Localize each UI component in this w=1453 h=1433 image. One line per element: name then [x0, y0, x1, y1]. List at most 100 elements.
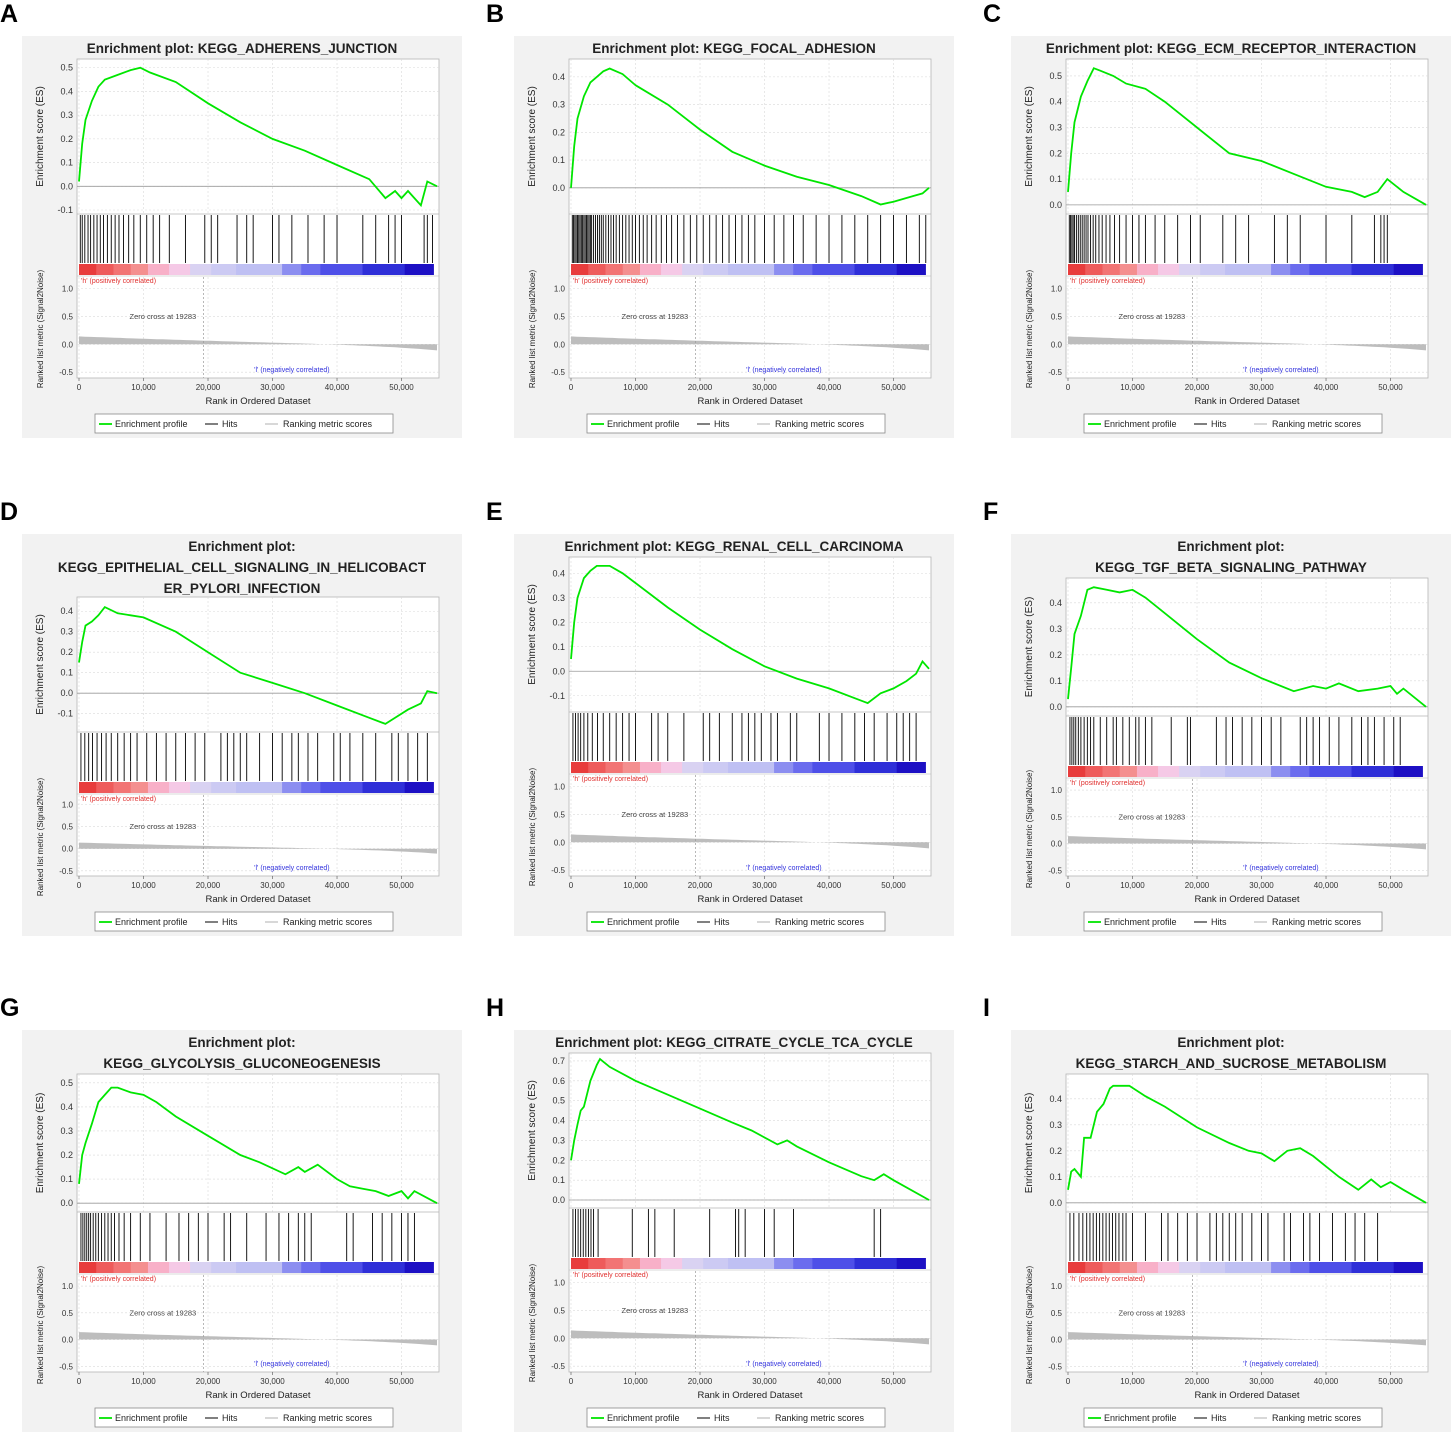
plot-frame [568, 1052, 932, 1373]
gsea-panel: Enrichment plot: KEGG_CITRATE_CYCLE_TCA_… [514, 1030, 954, 1432]
es-tick-label: 0.3 [1049, 624, 1062, 634]
title-line: KEGG_STARCH_AND_SUCROSE_METABOLISM [1075, 1056, 1387, 1071]
panel-title: Enrichment plot: KEGG_TGF_BETA_SIGNALING_… [1011, 536, 1451, 578]
heat-segment [622, 264, 641, 275]
rank-tick-label: 0.0 [1051, 340, 1063, 349]
es-tick-label: 0.1 [552, 1175, 565, 1185]
rank-tick-label: -0.5 [551, 368, 565, 377]
es-tick-label: 0.2 [552, 617, 565, 627]
heat-segment [404, 782, 434, 793]
heat-segment [362, 1262, 406, 1273]
rank-tick-label: -0.5 [551, 866, 565, 875]
legend-label-hits: Hits [714, 1413, 730, 1423]
positively-correlated-label: 'h' (positively correlated) [1070, 278, 1145, 285]
negatively-correlated-label: 'l' (negatively correlated) [254, 865, 329, 872]
heat-segment [571, 264, 589, 275]
rank-axis-label: Ranked list metric (Signal2Noise) [1025, 270, 1034, 389]
plot-frame [568, 556, 932, 877]
legend-label-ranking: Ranking metric scores [283, 1413, 373, 1423]
heat-segment [282, 1262, 302, 1273]
es-axis-label: Enrichment score (ES) [35, 86, 46, 187]
es-tick-label: 0.5 [552, 1096, 565, 1106]
gsea-panel: Enrichment plot: KEGG_STARCH_AND_SUCROSE_… [1011, 1030, 1451, 1432]
x-axis-label: Rank in Ordered Dataset [697, 396, 802, 407]
es-axis-label: Enrichment score (ES) [527, 584, 538, 685]
panel-title: Enrichment plot: KEGG_GLYCOLYSIS_GLUCONEO… [22, 1032, 462, 1074]
legend-box [94, 911, 394, 932]
es-tick-label: -0.1 [57, 709, 73, 719]
title-line: Enrichment plot: [1177, 1035, 1285, 1050]
zero-cross-label: Zero cross at 19283 [1119, 1308, 1186, 1317]
chart-svg: 0.7 0.6 0.5 0.4 0.3 0.2 0.1 0.0 1.0 0.5 0.0 -0.5 Zer… [527, 1052, 932, 1428]
x-axis-label: Rank in Ordered Dataset [1194, 396, 1299, 407]
heat-segment [571, 1258, 589, 1269]
x-tick-label: 40,000 [817, 1377, 842, 1386]
legend-label-hits: Hits [222, 419, 238, 429]
heat-segment [605, 762, 624, 773]
heat-segment [854, 264, 898, 275]
heat-segment [639, 762, 662, 773]
heat-segment [211, 782, 237, 793]
heat-segment [1158, 766, 1180, 777]
legend-label-ranking: Ranking metric scores [775, 917, 865, 927]
x-tick-label: 40,000 [325, 1377, 350, 1386]
negatively-correlated-label: 'l' (negatively correlated) [1243, 367, 1318, 374]
es-tick-label: 0.4 [552, 72, 565, 82]
heat-segment [661, 264, 683, 275]
heat-segment [79, 1262, 97, 1273]
rank-tick-label: 0.5 [1051, 813, 1063, 822]
es-tick-label: 0.3 [552, 100, 565, 110]
plot-frame [76, 1073, 440, 1373]
x-tick-label: 20,000 [688, 1377, 713, 1386]
panel-letter: H [486, 994, 505, 1022]
x-tick-label: 20,000 [688, 383, 713, 392]
chart-svg: 0.4 0.3 0.2 0.1 0.0 -0.1 1.0 0.5 0.0 -0.5 Zero cro… [527, 556, 932, 932]
heat-segment [79, 782, 97, 793]
x-tick-label: 0 [1066, 383, 1071, 392]
negatively-correlated-label: 'l' (negatively correlated) [746, 1361, 821, 1368]
rank-axis-label: Ranked list metric (Signal2Noise) [36, 270, 45, 389]
es-tick-label: 0.3 [552, 593, 565, 603]
rank-tick-label: -0.5 [59, 1362, 73, 1371]
heat-segment [661, 762, 683, 773]
rank-tick-label: 0.5 [62, 823, 74, 832]
heat-segment [1085, 766, 1103, 777]
title-line: Enrichment plot: [1177, 539, 1285, 554]
panel-letter: I [983, 994, 990, 1022]
heat-segment [301, 782, 321, 793]
panel-letter: G [0, 994, 20, 1022]
chart-svg: 0.4 0.3 0.2 0.1 0.0 1.0 0.5 0.0 -0.5 Zero cross a… [1024, 577, 1429, 932]
rank-tick-label: 1.0 [554, 284, 566, 293]
x-tick-label: 0 [77, 881, 82, 890]
panel-title: Enrichment plot: KEGG_ECM_RECEPTOR_INTER… [1011, 38, 1451, 59]
es-tick-label: 0.4 [1049, 97, 1062, 107]
heat-segment [211, 1262, 237, 1273]
heat-segment [113, 1262, 132, 1273]
es-tick-label: 0.0 [1049, 702, 1062, 712]
chart-svg: 0.5 0.4 0.3 0.2 0.1 0.0 1.0 0.5 0.0 -0.5 Zero cros… [1024, 58, 1429, 434]
legend-box [94, 413, 394, 434]
x-axis-label: Rank in Ordered Dataset [697, 894, 802, 905]
x-tick-label: 40,000 [325, 881, 350, 890]
heat-segment [896, 264, 926, 275]
rank-tick-label: 0.5 [1051, 312, 1063, 321]
title-line: Enrichment plot: KEGG_ADHERENS_JUNCTION [86, 41, 398, 56]
heat-segment [1351, 264, 1395, 275]
heat-segment [793, 762, 813, 773]
heat-segment [320, 1262, 364, 1273]
es-axis-label: Enrichment score (ES) [35, 1093, 46, 1194]
heat-segment [622, 1258, 641, 1269]
rank-tick-label: 0.0 [62, 340, 74, 349]
heat-segment [605, 264, 624, 275]
x-tick-label: 30,000 [260, 881, 285, 890]
es-tick-label: 0.0 [552, 183, 565, 193]
rank-axis-label: Ranked list metric (Signal2Noise) [1025, 770, 1034, 889]
es-tick-label: 0.3 [60, 627, 73, 637]
gsea-panel: Enrichment plot: KEGG_ADHERENS_JUNCTION 0… [22, 36, 462, 438]
es-tick-label: 0.4 [552, 1116, 565, 1126]
heat-segment [703, 264, 729, 275]
x-tick-label: 30,000 [752, 383, 777, 392]
x-axis-label: Rank in Ordered Dataset [1194, 1390, 1299, 1401]
legend-label-enrichment: Enrichment profile [1104, 419, 1177, 429]
legend-label-enrichment: Enrichment profile [607, 1413, 680, 1423]
